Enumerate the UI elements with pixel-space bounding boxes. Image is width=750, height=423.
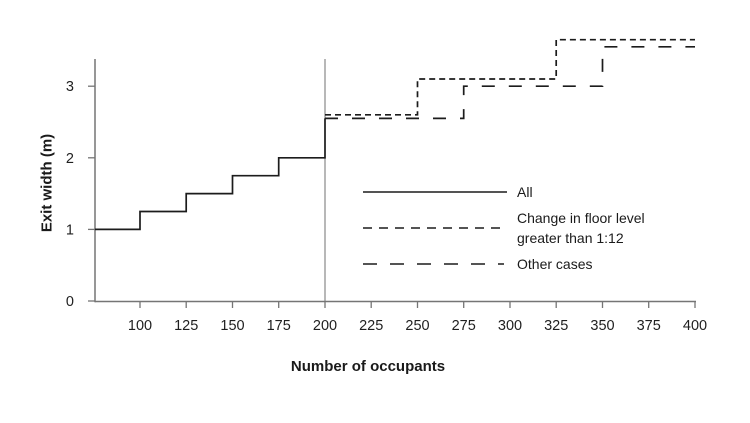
legend-item-other-cases: Other cases	[362, 254, 592, 274]
legend-label-floor-change: Change in floor level greater than 1:12	[517, 210, 645, 246]
x-tick-label: 150	[220, 318, 244, 334]
y-tick-label: 1	[66, 222, 74, 238]
y-tick-label: 3	[66, 79, 74, 95]
x-tick-label: 375	[637, 318, 661, 334]
legend-label-all: All	[517, 184, 533, 200]
legend-item-all: All	[362, 182, 533, 202]
x-tick-label: 275	[452, 318, 476, 334]
series-line-all	[95, 118, 326, 231]
x-tick-label: 225	[359, 318, 383, 334]
legend-key-long-dash-line	[363, 263, 504, 265]
x-tick-label: 300	[498, 318, 522, 334]
x-tick-label: 100	[128, 318, 152, 334]
y-tick-label: 2	[66, 151, 74, 167]
legend-key-solid-line	[363, 191, 507, 193]
x-axis-title: Number of occupants	[290, 358, 446, 375]
x-tick-label: 400	[683, 318, 707, 334]
legend-label-other-cases: Other cases	[517, 256, 593, 272]
x-tick-label: 175	[267, 318, 291, 334]
x-tick-label: 325	[544, 318, 568, 334]
x-tick-label: 250	[405, 318, 429, 334]
x-tick-label: 350	[590, 318, 614, 334]
x-tick-label: 200	[313, 318, 337, 334]
legend-key-short-dash-line	[363, 227, 502, 229]
x-tick-label: 125	[174, 318, 198, 334]
legend-item-floor-change: Change in floor level greater than 1:12	[362, 207, 645, 249]
series-line-other-cases	[325, 45, 695, 120]
y-axis-title: Exit width (m)	[38, 133, 56, 233]
y-tick-label: 0	[66, 294, 74, 310]
series-line-floor-change	[325, 38, 695, 116]
